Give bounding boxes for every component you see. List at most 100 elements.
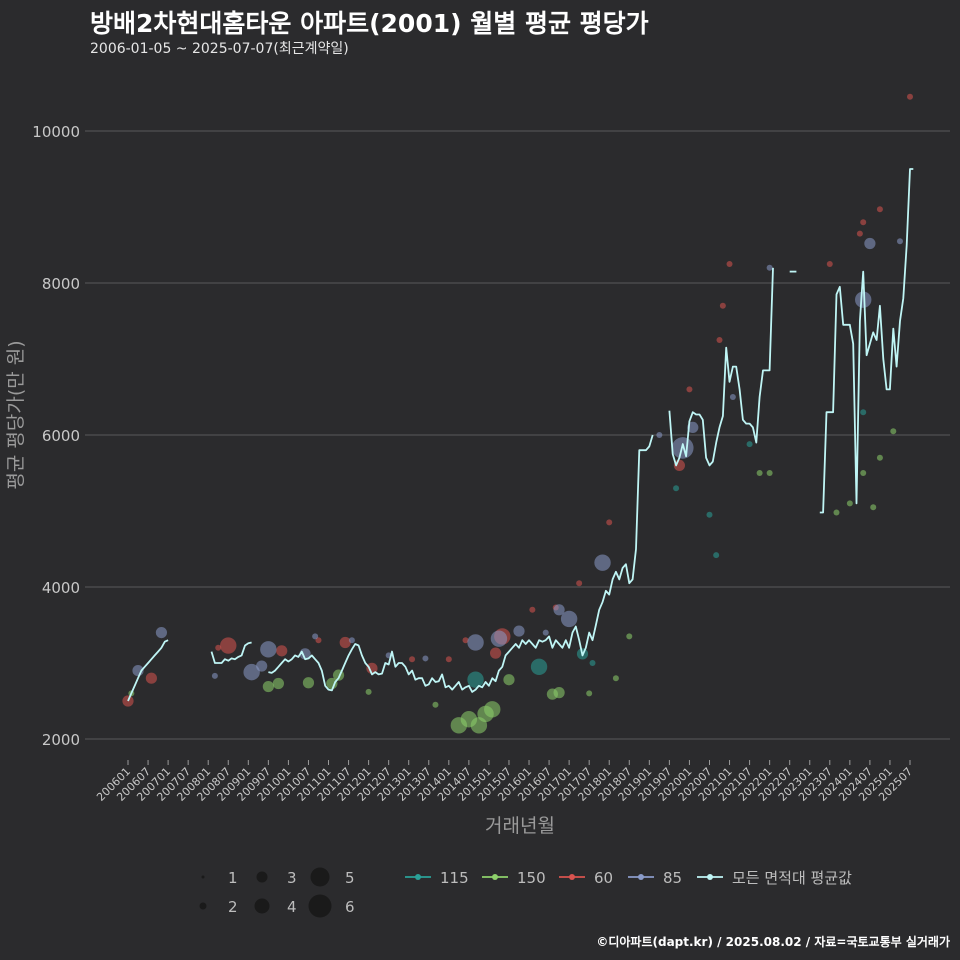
scatter-point-60: [215, 644, 222, 651]
scatter-point-150: [553, 687, 565, 699]
scatter-point-150: [586, 690, 593, 697]
legend-label-85: 85: [663, 869, 682, 887]
y-tick-label: 6000: [42, 427, 80, 445]
scatter-point-60: [220, 637, 237, 654]
scatter-point-85: [729, 394, 736, 400]
scatter-point-150: [262, 680, 274, 693]
scatter-point-60: [907, 93, 913, 100]
size-legend-label: 3: [287, 869, 297, 887]
scatter-point-60: [529, 606, 536, 613]
scatter-point-60: [576, 580, 583, 587]
average-line: [127, 639, 169, 702]
scatter-point-150: [365, 688, 372, 695]
y-tick-label: 10000: [32, 123, 80, 141]
legend-label-모든 면적대 평균값: 모든 면적대 평균값: [732, 869, 852, 887]
scatter-point-115: [860, 409, 867, 416]
chart-title: 방배2차현대홈타운 아파트(2001) 월별 평균 평당가: [90, 9, 649, 38]
size-legend-dot: [254, 898, 270, 914]
size-legend-label: 6: [345, 898, 355, 916]
legend-key-dot: [707, 874, 713, 880]
scatter-point-115: [467, 671, 484, 688]
legend-key-dot: [638, 874, 644, 880]
scatter-point-60: [876, 206, 883, 213]
size-legend-dot: [310, 867, 330, 887]
scatter-point-150: [890, 428, 897, 435]
scatter-point-85: [155, 627, 168, 639]
scatter-point-150: [432, 701, 439, 708]
scatter-point-60: [490, 647, 502, 659]
scatter-point-60: [409, 656, 416, 663]
scatter-point-150: [272, 677, 284, 690]
scatter-point-85: [553, 604, 565, 616]
x-axis-title: 거래년월: [485, 815, 555, 837]
scatter-point-60: [860, 219, 867, 226]
scatter-point-85: [656, 432, 663, 438]
scatter-point-85: [560, 610, 578, 628]
size-legend-label: 4: [287, 898, 297, 916]
size-legend-dot: [308, 894, 332, 918]
scatter-point-115: [746, 441, 753, 448]
scatter-point-85: [766, 264, 773, 271]
scatter-point-150: [870, 504, 877, 511]
scatter-point-115: [713, 552, 720, 559]
size-legend-label: 1: [228, 869, 238, 887]
scatter-point-150: [846, 500, 853, 507]
scatter-point-85: [422, 655, 429, 662]
size-legend-label: 2: [228, 898, 238, 916]
average-line: [210, 641, 252, 664]
scatter-point-60: [366, 662, 378, 674]
scatter-point-85: [490, 630, 508, 647]
scatter-point-85: [594, 554, 611, 571]
scatter-point-60: [826, 261, 833, 267]
scatter-point-150: [766, 470, 773, 476]
scatter-point-85: [260, 641, 277, 658]
y-tick-label: 4000: [42, 579, 80, 597]
legend-label-60: 60: [594, 869, 613, 887]
average-line: [668, 267, 774, 467]
scatter-point-85: [312, 633, 319, 640]
average-line: [268, 434, 654, 693]
scatter-point-60: [719, 302, 726, 309]
legend-layer: 1 2 3 4 5 6 115 150 60 85 모든 면적대 평균값: [199, 867, 852, 918]
scatter-point-60: [145, 672, 157, 684]
legend-key-dot: [569, 874, 575, 880]
legend-key-dot: [415, 874, 421, 880]
size-legend-dot: [201, 875, 205, 879]
size-legend-dot: [199, 902, 207, 910]
y-axis-title: 평균 평당가(만 원): [5, 340, 27, 489]
scatter-point-60: [856, 230, 863, 237]
scatter-point-150: [612, 675, 619, 682]
scatter-point-85: [467, 634, 484, 651]
legend-label-115: 115: [440, 869, 469, 887]
legend-label-150: 150: [517, 869, 546, 887]
y-tick-label: 2000: [42, 731, 80, 749]
scatter-point-60: [686, 386, 693, 393]
scatter-point-85: [542, 629, 549, 636]
scatter-point-85: [855, 291, 872, 308]
scatter-point-60: [462, 637, 469, 644]
scatter-point-150: [626, 633, 633, 640]
scatter-point-150: [876, 454, 883, 461]
scatter-point-85: [211, 672, 218, 679]
scatter-point-85: [864, 237, 876, 250]
scatter-point-60: [445, 656, 452, 663]
scatter-point-85: [348, 637, 355, 644]
size-legend-dot: [256, 871, 268, 883]
scatter-point-60: [339, 636, 351, 649]
scatter-point-115: [706, 511, 713, 518]
average-line-layer: [127, 168, 914, 702]
scatter-point-60: [276, 645, 288, 657]
scatter-point-150: [302, 677, 315, 689]
source-footer: ©디아파트(dapt.kr) / 2025.08.02 / 자료=국토교통부 실…: [596, 935, 950, 949]
scatter-point-150: [860, 470, 867, 476]
points-layer: [122, 93, 913, 734]
grid-layer: [85, 130, 950, 740]
scatter-point-60: [606, 519, 613, 526]
scatter-point-85: [513, 625, 525, 637]
scatter-point-150: [484, 701, 501, 718]
size-legend-label: 5: [345, 869, 355, 887]
scatter-point-150: [326, 677, 338, 690]
scatter-point-85: [896, 238, 903, 245]
chart-subtitle: 2006-01-05 ~ 2025-07-07(최근계약일): [90, 41, 349, 57]
